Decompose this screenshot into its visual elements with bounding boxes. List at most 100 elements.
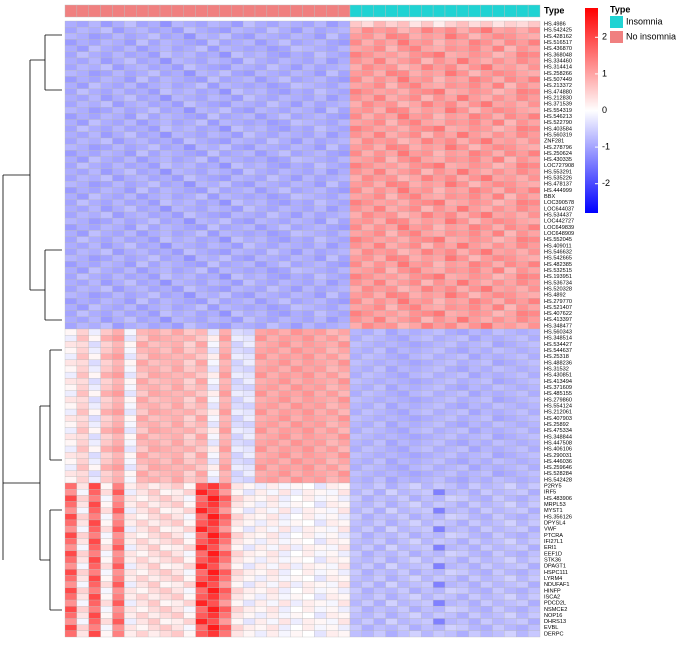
heatmap-cell	[88, 630, 101, 638]
heatmap-cell	[266, 316, 279, 323]
heatmap-cell	[480, 556, 493, 564]
heatmap-cell	[314, 39, 327, 46]
heatmap-cell	[290, 470, 303, 477]
heatmap-cell	[278, 70, 291, 77]
heatmap-cell	[361, 593, 374, 601]
heatmap-cell	[314, 606, 327, 613]
heatmap-cell	[207, 507, 220, 514]
heatmap-cell	[147, 581, 161, 588]
heatmap-cell	[147, 205, 161, 213]
heatmap-cell	[195, 550, 208, 558]
heatmap-cell	[219, 612, 232, 619]
heatmap-cell	[171, 125, 184, 133]
heatmap-cell	[314, 538, 327, 545]
heatmap-cell	[219, 569, 232, 576]
heatmap-cell	[527, 322, 541, 330]
heatmap-cell	[385, 162, 398, 169]
heatmap-cell	[207, 415, 220, 422]
heatmap-cell	[432, 371, 446, 379]
heatmap-cell	[373, 402, 386, 410]
heatmap-cell	[171, 27, 184, 34]
heatmap-cell	[527, 599, 541, 607]
heatmap-cell	[290, 82, 303, 89]
heatmap-cell	[302, 224, 315, 231]
heatmap-cell	[195, 316, 208, 323]
heatmap-cell	[456, 33, 469, 40]
heatmap-cell	[373, 205, 386, 213]
heatmap-cell	[516, 501, 529, 508]
heatmap-cell	[290, 501, 303, 508]
heatmap-cell	[183, 452, 196, 459]
heatmap-cell	[373, 624, 386, 631]
heatmap-cell	[385, 261, 398, 268]
heatmap-cell	[64, 384, 78, 391]
heatmap-cell	[337, 513, 351, 521]
heatmap-cell	[171, 445, 184, 453]
heatmap-cell	[421, 242, 434, 250]
heatmap-cell	[421, 470, 434, 477]
heatmap-cell	[444, 144, 458, 151]
heatmap-cell	[468, 316, 481, 323]
row-label: HS.544637	[544, 348, 572, 354]
heatmap-cell	[207, 593, 220, 601]
heatmap-cell	[432, 365, 446, 373]
heatmap-cell	[468, 70, 481, 77]
heatmap-cell	[468, 57, 481, 65]
heatmap-cell	[314, 193, 327, 200]
heatmap-cell	[516, 310, 529, 317]
heatmap-cell	[432, 33, 446, 40]
heatmap-cell	[385, 45, 398, 52]
heatmap-cell	[64, 144, 78, 151]
heatmap-cell	[207, 199, 220, 206]
heatmap-cell	[492, 433, 505, 441]
heatmap-cell	[468, 519, 481, 527]
heatmap-cell	[444, 365, 458, 373]
heatmap-cell	[88, 107, 101, 114]
heatmap-cell	[159, 236, 173, 243]
heatmap-cell	[136, 316, 149, 323]
heatmap-cell	[136, 507, 149, 514]
heatmap-cell	[492, 63, 505, 71]
heatmap-cell	[195, 507, 208, 514]
heatmap-cell	[278, 353, 291, 360]
heatmap-cell	[314, 100, 327, 108]
heatmap-cell	[195, 452, 208, 459]
heatmap-cell	[480, 162, 493, 169]
heatmap-cell	[171, 402, 184, 410]
heatmap-cell	[314, 371, 327, 379]
heatmap-cell	[147, 94, 161, 102]
heatmap-cell	[504, 476, 517, 484]
heatmap-cell	[432, 181, 446, 188]
heatmap-cell	[124, 408, 137, 416]
heatmap-cell	[76, 45, 89, 52]
heatmap-cell	[373, 224, 386, 231]
heatmap-cell	[124, 630, 137, 638]
heatmap-cell	[409, 181, 422, 188]
heatmap-cell	[100, 119, 113, 126]
heatmap-cell	[64, 606, 78, 613]
heatmap-cell	[349, 285, 363, 293]
heatmap-cell	[373, 550, 386, 558]
heatmap-cell	[302, 575, 315, 582]
heatmap-cell	[242, 94, 256, 102]
heatmap-cell	[385, 217, 398, 225]
heatmap-cell	[100, 39, 113, 46]
heatmap-cell	[314, 254, 327, 262]
heatmap-cell	[337, 211, 351, 219]
heatmap-cell	[397, 365, 410, 373]
heatmap-cell	[76, 291, 89, 299]
heatmap-cell	[361, 63, 374, 71]
heatmap-cell	[100, 82, 113, 89]
heatmap-cell	[516, 519, 529, 527]
heatmap-cell	[480, 544, 493, 551]
heatmap-cell	[349, 181, 363, 188]
heatmap-cell	[183, 630, 196, 638]
heatmap-cell	[516, 384, 529, 391]
heatmap-cell	[254, 347, 268, 354]
heatmap-cell	[76, 371, 89, 379]
heatmap-cell	[147, 396, 161, 404]
heatmap-cell	[254, 94, 268, 102]
heatmap-cell	[124, 254, 137, 262]
heatmap-cell	[100, 279, 113, 287]
heatmap-cell	[516, 144, 529, 151]
